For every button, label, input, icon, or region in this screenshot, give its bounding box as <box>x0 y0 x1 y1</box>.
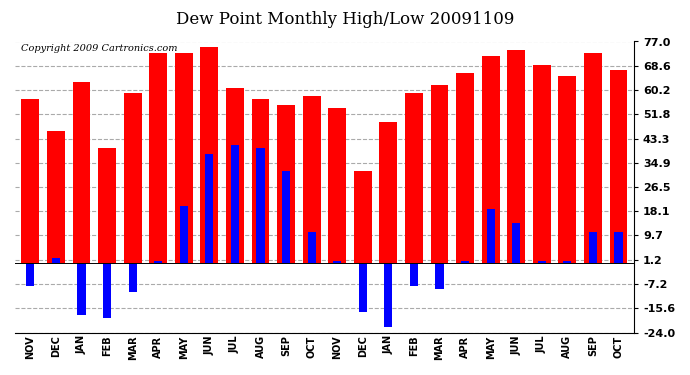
Bar <box>563 261 571 263</box>
Bar <box>128 263 137 292</box>
Bar <box>21 99 39 263</box>
Bar <box>252 99 269 263</box>
Bar <box>328 108 346 263</box>
Bar <box>277 105 295 263</box>
Bar <box>308 232 315 263</box>
Bar <box>282 171 290 263</box>
Text: Copyright 2009 Cartronics.com: Copyright 2009 Cartronics.com <box>21 44 178 53</box>
Bar <box>47 131 65 263</box>
Bar <box>410 263 418 286</box>
Bar <box>435 263 444 290</box>
Bar <box>124 93 141 263</box>
Bar <box>26 263 34 286</box>
Bar <box>257 148 264 263</box>
Bar <box>538 261 546 263</box>
Bar <box>98 148 116 263</box>
Bar <box>231 145 239 263</box>
Bar <box>226 88 244 263</box>
Bar <box>584 53 602 263</box>
Bar <box>609 70 627 263</box>
Bar <box>507 50 525 263</box>
Bar <box>206 154 213 263</box>
Bar <box>380 122 397 263</box>
Bar <box>175 53 193 263</box>
Bar <box>558 76 576 263</box>
Bar <box>486 209 495 263</box>
Bar <box>180 206 188 263</box>
Bar <box>72 82 90 263</box>
Text: Dew Point Monthly High/Low 20091109: Dew Point Monthly High/Low 20091109 <box>176 11 514 28</box>
Bar <box>589 232 597 263</box>
Bar <box>456 73 474 263</box>
Bar <box>52 258 60 263</box>
Bar <box>359 263 367 312</box>
Bar <box>431 85 448 263</box>
Bar <box>149 53 167 263</box>
Bar <box>384 263 393 327</box>
Bar <box>354 171 372 263</box>
Bar <box>615 232 622 263</box>
Bar <box>103 263 111 318</box>
Bar <box>200 47 218 263</box>
Bar <box>482 56 500 263</box>
Bar <box>154 261 162 263</box>
Bar <box>405 93 423 263</box>
Bar <box>512 223 520 263</box>
Bar <box>461 261 469 263</box>
Bar <box>77 263 86 315</box>
Bar <box>333 261 342 263</box>
Bar <box>303 96 321 263</box>
Bar <box>533 64 551 263</box>
